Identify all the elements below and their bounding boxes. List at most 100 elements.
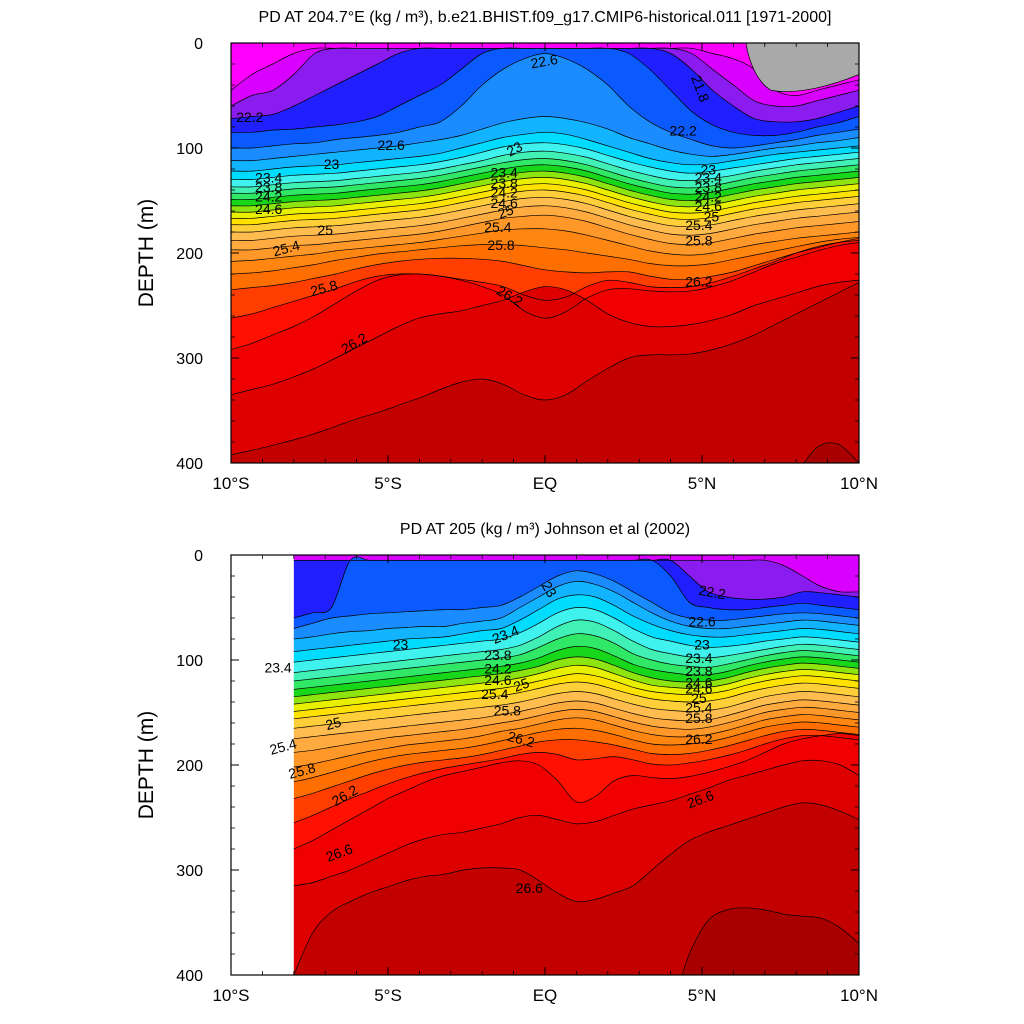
contour-label: 23.4 [491, 164, 518, 180]
isopycnal-23.6 [231, 158, 859, 194]
isopycnal-25.4 [293, 714, 859, 768]
bottom-contour-panel: 232322.222.62323.423.423.423.823.824.224… [135, 521, 878, 1005]
isopycnal-23.2 [293, 607, 859, 663]
contour-label: 25.4 [268, 735, 299, 758]
contour-label: 25.8 [287, 759, 318, 782]
isopycnal-24.2 [293, 664, 859, 705]
isopycnal-23.6 [293, 633, 859, 682]
bottom-fill-layers [231, 555, 859, 975]
contour-label: 23 [700, 161, 716, 177]
y-tick-label: 200 [176, 246, 203, 263]
no-data-region [231, 555, 294, 975]
isopycnal-25.6 [293, 721, 859, 783]
bottom-chart-title: PD AT 205 (kg / m³) Johnson et al (2002) [400, 521, 690, 538]
isopycnal-23 [293, 594, 859, 652]
isopycnal-25.4 [231, 228, 859, 262]
contour-label: 22.2 [670, 122, 697, 138]
contour-label: 25.4 [484, 219, 511, 235]
contour-label: 24.6 [685, 681, 712, 697]
y-tick-label: 100 [176, 653, 203, 670]
isopycnal-25.8 [293, 728, 859, 799]
contour-label: 24.6 [695, 198, 722, 214]
contour-label: 25 [496, 201, 516, 221]
bottom-axis-ticks: 10°S 5°S EQ 5°N 10°N 0 100 200 300 400 [176, 548, 878, 1005]
contour-label: 24.6 [484, 672, 511, 688]
contour-label: 22.2 [236, 109, 263, 125]
top-chart-title: PD AT 204.7°E (kg / m³), b.e21.BHIST.f09… [259, 9, 832, 26]
isopycnal-22.6 [293, 570, 859, 629]
contour-label: 24.2 [484, 661, 511, 677]
x-tick-label: 5°N [688, 986, 717, 1005]
isopycnal-22.6 [231, 53, 859, 149]
y-tick-label: 0 [194, 36, 203, 53]
contour-label: 24.2 [695, 189, 722, 205]
isopycnal-25 [293, 699, 859, 740]
contour-label: 23 [539, 579, 561, 601]
contour-label: 23.8 [491, 175, 518, 191]
x-tick-label: 10°S [212, 474, 249, 493]
contour-label: 26.6 [516, 880, 543, 896]
contour-label: 23 [324, 156, 340, 172]
contour-label: 25.8 [494, 703, 521, 719]
isopycnal-22.8 [231, 116, 859, 162]
x-tick-label: 10°S [212, 986, 249, 1005]
x-tick-label: 5°S [374, 474, 402, 493]
contour-label: 26.2 [685, 274, 712, 290]
isopycnal-23.8 [231, 164, 859, 200]
x-tick-label: 10°N [840, 986, 878, 1005]
y-tick-label: 300 [176, 351, 203, 368]
bottom-y-axis-label: DEPTH (m) [135, 711, 158, 820]
contour-label: 23.8 [695, 179, 722, 195]
isopycnal-24.2 [231, 177, 859, 213]
contour-label: 24.6 [255, 201, 282, 217]
isopycnal-24 [231, 170, 859, 207]
isopycnal-24.8 [231, 196, 859, 233]
contour-label: 23 [694, 637, 710, 653]
top-axis-ticks: 10°S 5°S EQ 5°N 10°N 0 100 200 300 400 [176, 36, 878, 493]
top-land-mask [745, 43, 859, 92]
isopycnal-24.4 [231, 183, 859, 219]
contour-label: 25 [324, 714, 343, 734]
isopycnal-26.4 [293, 759, 859, 887]
isopycnal-25 [231, 205, 859, 241]
x-tick-label: EQ [533, 986, 558, 1005]
x-tick-label: 5°S [374, 986, 402, 1005]
contour-label: 23 [504, 138, 525, 160]
contour-label: 23.8 [484, 647, 511, 663]
contour-label: 25.8 [685, 710, 712, 726]
contour-label: 22.6 [378, 137, 405, 153]
contour-label: 25 [317, 222, 333, 238]
fill-band-26.8 [804, 442, 859, 463]
contour-label: 25.4 [685, 217, 712, 233]
contour-label: 23.8 [255, 179, 282, 195]
isopycnal-23.4 [293, 619, 859, 673]
contour-label: 25 [691, 690, 707, 706]
contour-label: 23.4 [264, 660, 291, 676]
contour-label: 22.2 [697, 582, 727, 603]
contour-label: 22.6 [529, 51, 559, 72]
top-y-axis-label: DEPTH (m) [135, 199, 158, 308]
land-mask [745, 43, 859, 92]
y-tick-label: 400 [176, 968, 203, 985]
isopycnal-26.4 [231, 279, 859, 396]
isopycnal-23.4 [231, 150, 859, 188]
contour-label: 25.4 [271, 237, 302, 260]
y-tick-label: 0 [194, 548, 203, 565]
contour-label: 26.2 [506, 728, 537, 751]
x-tick-label: 10°N [840, 474, 878, 493]
top-fill-layers [231, 43, 859, 463]
bottom-contour-lines [293, 556, 859, 975]
contour-label: 24.6 [685, 674, 712, 690]
isopycnal-25.6 [231, 236, 859, 275]
isopycnal-24.4 [293, 673, 859, 712]
top-contour-lines [231, 47, 859, 463]
isopycnal-25.2 [231, 214, 859, 251]
isopycnal-22.8 [293, 580, 859, 640]
isopycnal-25.2 [293, 706, 859, 753]
y-tick-label: 200 [176, 758, 203, 775]
contour-label: 24.6 [491, 195, 518, 211]
isopycnal-26 [231, 240, 859, 319]
y-tick-label: 300 [176, 863, 203, 880]
contour-label: 23.4 [255, 170, 282, 186]
